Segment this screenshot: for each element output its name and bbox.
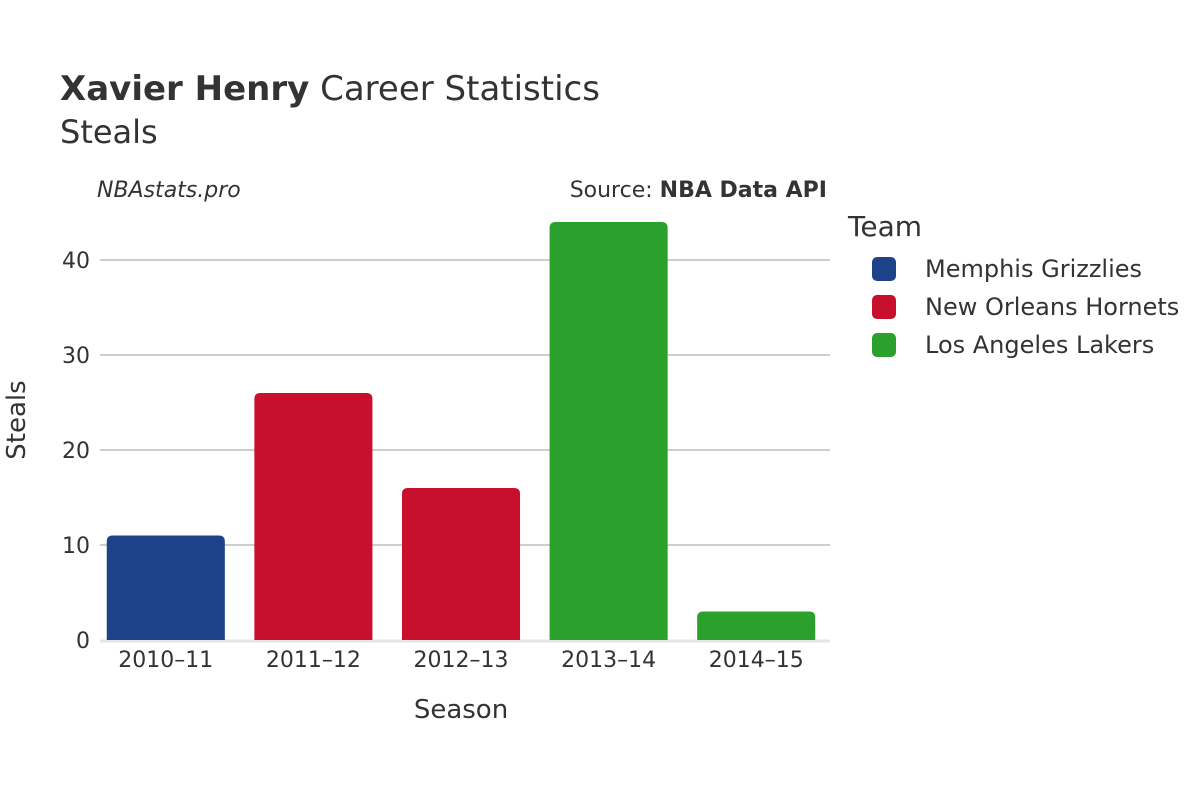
bar-2012–13 bbox=[401, 488, 521, 640]
chart-title: Xavier Henry Career Statistics bbox=[60, 68, 600, 110]
source-credit: Source: NBA Data API bbox=[570, 178, 827, 203]
source-prefix: Source: bbox=[569, 178, 660, 203]
x-tick-label: 2010–11 bbox=[118, 648, 213, 673]
x-tick-label: 2011–12 bbox=[266, 648, 361, 673]
bar-2010–11 bbox=[106, 535, 225, 640]
bar-2011–12 bbox=[254, 393, 373, 640]
legend: Memphis Grizzlies New Orleans Hornets Los … bbox=[872, 250, 1179, 364]
x-tick-label: 2012–13 bbox=[414, 648, 509, 673]
y-tick-label: 20 bbox=[62, 439, 90, 464]
legend-swatch bbox=[872, 333, 896, 357]
site-credit: NBAstats.pro bbox=[97, 178, 241, 203]
legend-item[interactable]: New Orleans Hornets bbox=[872, 288, 1179, 326]
legend-label: Memphis Grizzlies bbox=[925, 255, 1143, 283]
x-tick-label: 2014–15 bbox=[709, 648, 804, 673]
player-name: Xavier Henry bbox=[60, 69, 310, 109]
x-axis-label: Season bbox=[413, 695, 509, 725]
legend-item[interactable]: Los Angeles Lakers bbox=[872, 326, 1179, 364]
chart-subtitle: Steals bbox=[60, 113, 158, 151]
source-name: NBA Data API bbox=[659, 178, 827, 203]
legend-label: Los Angeles Lakers bbox=[925, 331, 1155, 359]
y-tick-label: 10 bbox=[62, 534, 90, 559]
legend-item[interactable]: Memphis Grizzlies bbox=[872, 250, 1179, 288]
x-tick-label: 2013–14 bbox=[561, 648, 656, 673]
y-tick-label: 30 bbox=[62, 344, 90, 369]
legend-swatch bbox=[872, 295, 896, 319]
bar-2013–14 bbox=[549, 222, 668, 640]
y-tick-label: 0 bbox=[76, 629, 90, 654]
legend-label: New Orleans Hornets bbox=[925, 293, 1180, 321]
y-tick-label: 40 bbox=[62, 249, 90, 274]
legend-swatch bbox=[872, 257, 896, 281]
bar-2014–15 bbox=[697, 611, 816, 640]
y-axis-label: Steals bbox=[2, 380, 32, 460]
legend-title: Team bbox=[848, 210, 923, 243]
title-rest: Career Statistics bbox=[309, 69, 600, 109]
